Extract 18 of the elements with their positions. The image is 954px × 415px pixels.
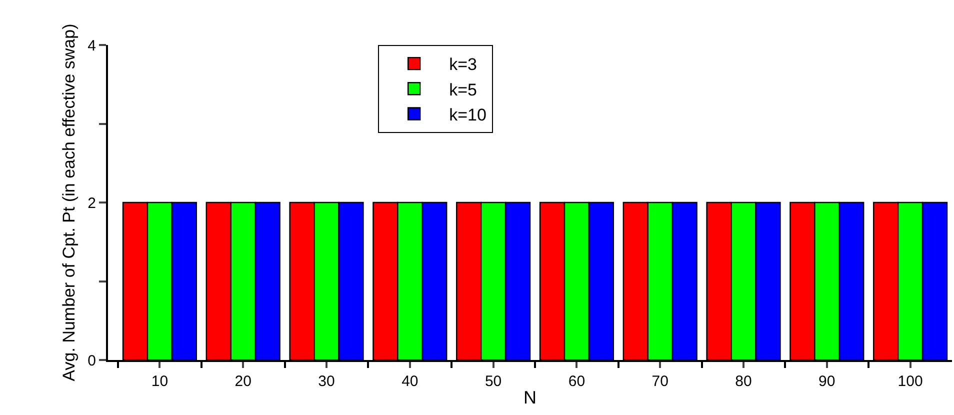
x-axis-title: N [524,388,536,408]
y-tick-label: 2 [88,194,96,212]
x-tick-label: 60 [568,373,586,390]
x-tick-label: 40 [402,373,418,390]
legend-label: k=10 [449,105,486,124]
x-tick-label: 90 [818,373,836,390]
x-tick-label: 20 [234,373,252,390]
x-tick-label: 30 [318,373,335,390]
x-tick-label: 50 [484,373,502,390]
x-tick-label: 70 [652,373,668,390]
x-tick-label: 10 [151,373,168,390]
y-axis-title: Avg. Number of Cpt. Pt (in each effective swap) [60,24,79,382]
legend-label: k=3 [449,55,477,74]
legend-label: k=5 [449,80,477,100]
y-tick-label: 4 [88,37,96,54]
x-tick-label: 80 [735,373,752,390]
y-tick-label: 0 [88,352,96,370]
x-tick-label: 100 [898,373,923,390]
